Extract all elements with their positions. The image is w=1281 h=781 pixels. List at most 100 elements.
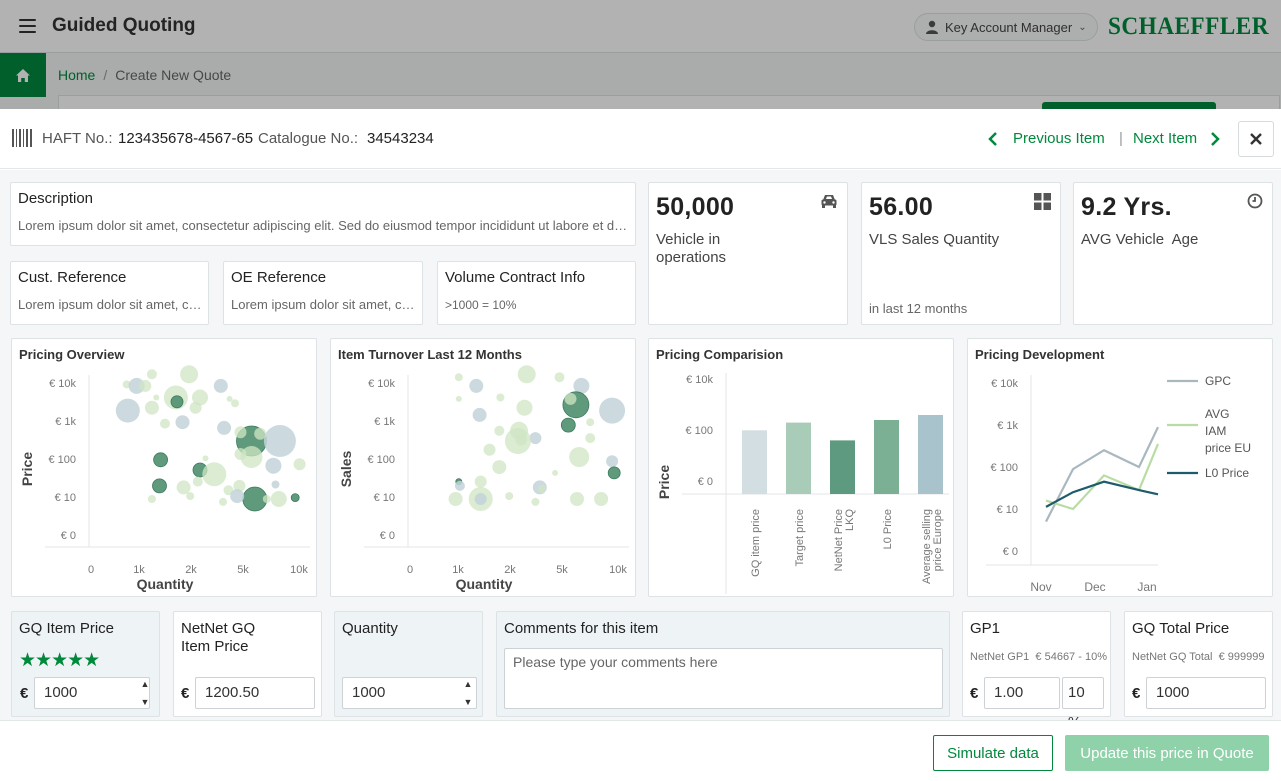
- gq-item-price-input[interactable]: 1000: [34, 677, 150, 709]
- y-axis-label: Sales: [338, 450, 354, 487]
- bubble-point: [115, 398, 140, 423]
- x-tick-label: price Europe: [932, 509, 944, 571]
- stepper-up-icon[interactable]: ▲: [140, 679, 150, 689]
- gq-item-price-card: GQ Item Price ★★★★★ € 1000 ▲ ▼: [11, 611, 160, 717]
- y-tick-label: € 1k: [374, 416, 395, 428]
- bubble-point: [175, 415, 190, 430]
- oe-reference-text: Lorem ipsum dolor sit amet, consectetur: [231, 297, 417, 312]
- kpi-footnote: in last 12 months: [869, 301, 968, 316]
- next-item-link[interactable]: Next Item: [1133, 130, 1220, 147]
- gp1-card: GP1 NetNet GP1 € 54667 - 10% € 1.00 10 %: [962, 611, 1111, 731]
- bubble-point: [170, 395, 184, 409]
- stepper-up-icon[interactable]: ▲: [463, 679, 473, 689]
- bubble-point: [231, 399, 239, 408]
- barcode-icon: [12, 129, 32, 147]
- bubble-point: [202, 455, 209, 462]
- description-text: Lorem ipsum dolor sit amet, consectetur …: [18, 218, 628, 233]
- y-tick-label: € 100: [367, 454, 395, 466]
- breadcrumb-home-link[interactable]: Home: [58, 67, 96, 83]
- volume-contract-card: Volume Contract Info >1000 = 10%: [437, 261, 636, 325]
- modal-header: HAFT No.: 123435678-4567-65 Catalogue No…: [0, 109, 1281, 169]
- chart-title: Pricing Overview: [19, 347, 125, 362]
- clock-icon: [1247, 193, 1263, 209]
- previous-item-link[interactable]: Previous Item: [988, 130, 1105, 147]
- x-tick-label: 10k: [609, 564, 627, 576]
- cust-reference-card: Cust. Reference Lorem ipsum dolor sit am…: [10, 261, 209, 325]
- bubble-point: [233, 479, 246, 492]
- gp1-title: GP1: [970, 620, 1001, 637]
- x-tick-label: Average selling: [921, 509, 933, 584]
- bubble-point: [230, 489, 245, 504]
- bubble-point: [189, 401, 202, 414]
- rating-stars: ★★★★★: [19, 650, 100, 671]
- y-tick-label: € 1k: [55, 416, 76, 428]
- bubble-point: [454, 480, 465, 491]
- y-tick-label: € 0: [61, 530, 76, 542]
- y-tick-label: € 0: [380, 530, 395, 542]
- stepper-down-icon[interactable]: ▼: [140, 697, 150, 707]
- y-axis-label: Price: [19, 452, 35, 486]
- netnet-gq-title-line2: Item Price: [181, 638, 249, 655]
- quantity-title: Quantity: [342, 620, 398, 637]
- bubble-point: [529, 432, 542, 445]
- gp1-percent-input[interactable]: 10 %: [1062, 677, 1104, 731]
- kpi-label: AVG Vehicle Age: [1081, 231, 1199, 248]
- stepper-down-icon[interactable]: ▼: [463, 697, 473, 707]
- bubble-point: [496, 393, 505, 402]
- netnet-gq-price-input[interactable]: 1200.50: [195, 677, 315, 709]
- bar: [830, 440, 855, 494]
- quantity-input[interactable]: 1000: [342, 677, 477, 709]
- simulate-data-button[interactable]: Simulate data: [933, 735, 1053, 771]
- x-tick-label: LKQ: [844, 509, 856, 531]
- netnet-gq-title-line1: NetNet GQ: [181, 620, 256, 637]
- series-line: [1045, 480, 1159, 508]
- description-title: Description: [18, 190, 94, 207]
- bubble-point: [585, 433, 596, 444]
- x-tick-label: NetNet Price: [833, 509, 845, 571]
- series-line: [1045, 426, 1159, 523]
- x-tick-label: 1k: [452, 564, 464, 576]
- hamburger-menu-icon[interactable]: [19, 19, 36, 33]
- bubble-point: [234, 426, 247, 439]
- y-tick-label: € 10: [374, 492, 395, 504]
- role-selector[interactable]: Key Account Manager ⌄: [914, 13, 1098, 41]
- bubble-point: [254, 427, 267, 440]
- bubble-point: [552, 469, 559, 476]
- gq-item-price-title: GQ Item Price: [19, 620, 115, 637]
- bubble-point: [560, 417, 576, 433]
- gq-total-input[interactable]: 1000: [1146, 677, 1266, 709]
- x-tick-label: 1k: [133, 564, 145, 576]
- legend-label: price EU: [1205, 441, 1251, 455]
- bubble-point: [186, 492, 195, 501]
- gp1-value-input[interactable]: 1.00: [984, 677, 1060, 709]
- y-tick-label: € 10: [997, 504, 1018, 516]
- bubble-point: [570, 492, 584, 506]
- y-tick-label: € 100: [990, 462, 1018, 474]
- quantity-stepper[interactable]: ▲ ▼: [461, 679, 475, 707]
- chart-title: Pricing Comparision: [656, 347, 784, 362]
- chart-title: Pricing Development: [975, 347, 1105, 362]
- app-bar: Guided Quoting Key Account Manager ⌄ SCH…: [0, 0, 1281, 53]
- y-tick-label: € 10k: [49, 378, 76, 390]
- kpi-value: 9.2 Yrs.: [1081, 193, 1172, 221]
- bubble-point: [262, 495, 271, 503]
- series-line: [1045, 443, 1160, 511]
- x-tick-label: Nov: [1030, 580, 1051, 594]
- catalogue-label: Catalogue No.:: [258, 130, 359, 147]
- next-item-label: Next Item: [1133, 130, 1198, 147]
- bubble-point: [474, 475, 487, 488]
- price-stepper[interactable]: ▲ ▼: [138, 679, 152, 707]
- comments-textarea[interactable]: Please type your comments here: [504, 648, 943, 709]
- chevron-down-icon: ⌄: [1078, 21, 1087, 33]
- home-nav-button[interactable]: [0, 53, 46, 97]
- bubble-point: [139, 379, 152, 392]
- bubble-point: [219, 497, 227, 506]
- close-button[interactable]: [1238, 121, 1274, 157]
- bubble-point: [270, 491, 287, 507]
- grid-icon: [1034, 193, 1051, 210]
- breadcrumb-current: Create New Quote: [115, 67, 232, 83]
- bubble-point: [607, 466, 621, 480]
- update-price-button[interactable]: Update this price in Quote: [1065, 735, 1269, 771]
- bubble-point: [492, 460, 507, 475]
- bubble-point: [564, 392, 577, 405]
